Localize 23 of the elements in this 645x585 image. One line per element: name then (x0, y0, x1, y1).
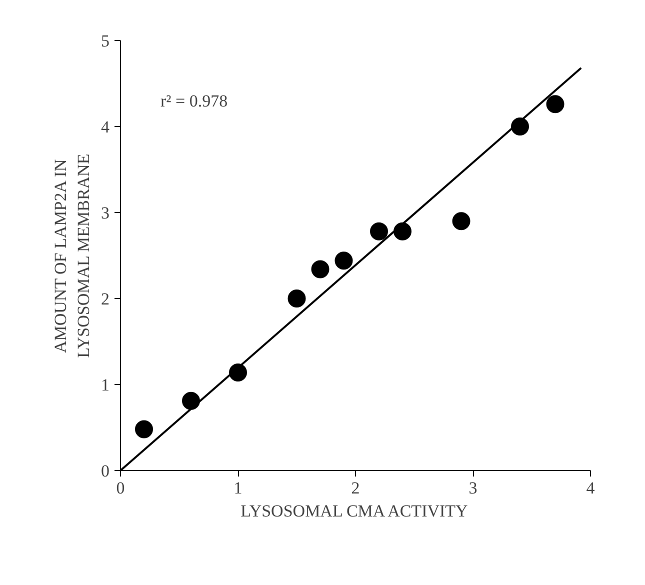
y-tick-label: 5 (101, 32, 110, 50)
y-tick-label: 0 (101, 462, 110, 480)
x-axis-title: LYSOSOMAL CMA ACTIVITY (240, 502, 468, 520)
point (288, 290, 306, 308)
y-tick-label: 1 (101, 376, 110, 394)
x-tick-label: 0 (116, 478, 125, 498)
point (182, 392, 200, 410)
x-tick-label: 1 (234, 478, 242, 498)
y-axis-title: AMOUNT OF LAMP2A IN LYSOSOMAL MEMBRANE (51, 154, 93, 358)
point (370, 222, 388, 240)
y-tick-label: 3 (101, 204, 110, 222)
point (311, 260, 330, 278)
y-tick-label: 4 (101, 118, 110, 136)
x-tick-label: 2 (351, 478, 360, 498)
x-tick-label: 4 (586, 478, 596, 498)
point (394, 222, 412, 240)
point (452, 212, 470, 230)
annotation: r² = 0.978 (160, 92, 228, 110)
y-tick-label: 2 (101, 290, 110, 308)
point (135, 420, 153, 438)
point (334, 252, 353, 270)
x-tick-label: 3 (468, 478, 478, 498)
point (546, 95, 564, 114)
